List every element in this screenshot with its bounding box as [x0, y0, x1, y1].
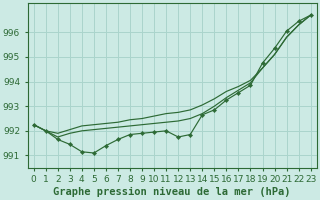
X-axis label: Graphe pression niveau de la mer (hPa): Graphe pression niveau de la mer (hPa)	[53, 187, 291, 197]
